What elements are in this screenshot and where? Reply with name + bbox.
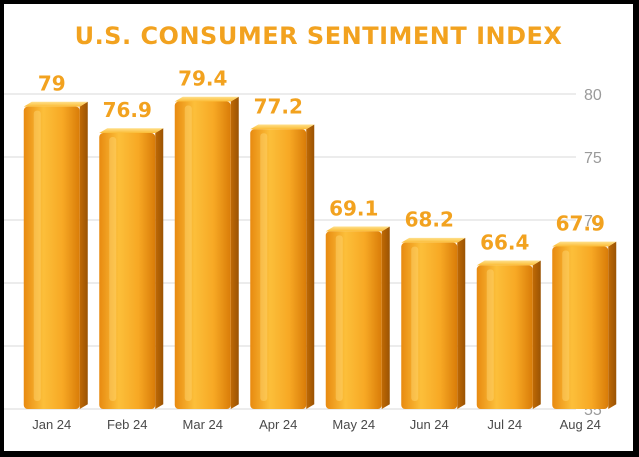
bar [552, 241, 617, 409]
bar-front [23, 106, 80, 409]
bar [174, 96, 239, 409]
x-tick-label: Jan 24 [32, 417, 71, 432]
bar [476, 260, 541, 409]
chart-title: U.S. CONSUMER SENTIMENT INDEX [74, 22, 563, 50]
bar-highlight [486, 269, 494, 401]
bar-side [155, 128, 164, 409]
bar [23, 101, 88, 410]
x-tick-label: Aug 24 [560, 417, 601, 432]
x-tick-label: Apr 24 [259, 417, 297, 432]
bar-top [250, 124, 315, 130]
bar-top [325, 226, 390, 232]
x-tick-label: Mar 24 [183, 417, 223, 432]
bar-highlight [184, 105, 192, 401]
x-tick-label: Jul 24 [487, 417, 522, 432]
bar-side [532, 260, 541, 409]
bars-layer [23, 96, 617, 410]
data-label: 69.1 [329, 196, 378, 220]
y-tick-label: 80 [584, 87, 602, 104]
bar-side [79, 101, 88, 410]
bar [250, 124, 315, 409]
data-label: 68.2 [405, 208, 454, 232]
bar-highlight [411, 246, 419, 401]
data-label: 79.4 [178, 67, 227, 91]
x-tick-label: Feb 24 [107, 417, 147, 432]
bar-top [23, 101, 88, 107]
y-tick-label: 75 [584, 150, 602, 167]
bar-front [325, 231, 382, 409]
bar-front [174, 101, 231, 409]
bar-front [552, 246, 609, 409]
bar [99, 128, 164, 409]
data-label: 77.2 [254, 94, 303, 118]
bar-front [476, 265, 533, 409]
data-label: 76.9 [103, 98, 152, 122]
bar-highlight [33, 110, 41, 401]
bar [325, 226, 390, 409]
bar-side [306, 124, 315, 409]
bar-front [401, 242, 458, 409]
chart-frame: U.S. CONSUMER SENTIMENT INDEX 8075706560… [4, 4, 633, 451]
bar-top [99, 128, 164, 134]
bar-highlight [109, 137, 117, 401]
bar-top [476, 260, 541, 266]
bar-highlight [260, 133, 268, 401]
bar-side [381, 226, 390, 409]
bar-side [608, 241, 617, 409]
bar-side [457, 237, 466, 409]
bar-front [99, 133, 156, 409]
bar-top [552, 241, 617, 247]
labels-layer: 79 Jan 24 76.9 Feb 24 79.4 Mar 24 77.2 Apr 24 69… [32, 67, 605, 432]
x-tick-label: Jun 24 [410, 417, 449, 432]
bar-highlight [335, 235, 343, 401]
bar-side [230, 96, 239, 409]
bar-highlight [562, 250, 570, 401]
data-label: 79 [38, 72, 66, 96]
data-label: 67.9 [556, 211, 605, 235]
y-tick-label: 70 [584, 213, 602, 230]
bar-top [174, 96, 239, 102]
bar-top [401, 237, 466, 243]
x-tick-label: May 24 [332, 417, 375, 432]
bar-front [250, 129, 307, 409]
bar [401, 237, 466, 409]
data-label: 66.4 [480, 230, 529, 254]
